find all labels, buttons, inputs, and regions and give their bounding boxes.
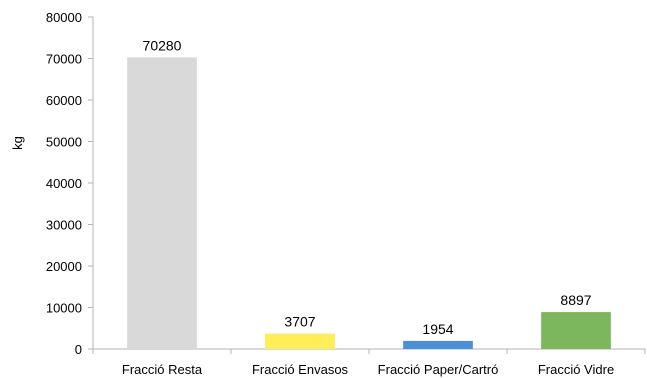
data-label: 1954	[422, 321, 453, 337]
bar	[265, 333, 335, 349]
y-tick-label: 20000	[46, 259, 82, 274]
y-tick-label: 50000	[46, 135, 82, 150]
x-tick-label: Fracció Envasos	[252, 362, 349, 377]
x-tick-label: Fracció Paper/Cartró	[378, 362, 499, 377]
bars	[127, 57, 611, 349]
x-axis-ticks: Fracció Resta Fracció Envasos Fracció Pape…	[92, 349, 646, 377]
bar	[127, 57, 197, 349]
data-labels: 70280 3707 1954 8897	[143, 37, 592, 337]
y-tick-label: 30000	[46, 218, 82, 233]
x-tick-label: Fracció Vidre	[538, 362, 614, 377]
y-axis-label: kg	[10, 136, 25, 150]
y-tick-label: 0	[75, 342, 82, 357]
data-label: 8897	[560, 292, 591, 308]
bar	[403, 340, 473, 349]
y-tick-label: 70000	[46, 52, 82, 67]
data-label: 3707	[284, 314, 315, 330]
y-axis-ticks: 0 10000 20000 30000 40000 50000 60000 70000 8000…	[46, 10, 93, 357]
y-tick-label: 40000	[46, 176, 82, 191]
y-tick-label: 80000	[46, 10, 82, 25]
y-tick-label: 60000	[46, 93, 82, 108]
x-tick-label: Fracció Resta	[122, 362, 203, 377]
data-label: 70280	[143, 37, 182, 53]
y-tick-label: 10000	[46, 301, 82, 316]
bar	[541, 312, 611, 349]
